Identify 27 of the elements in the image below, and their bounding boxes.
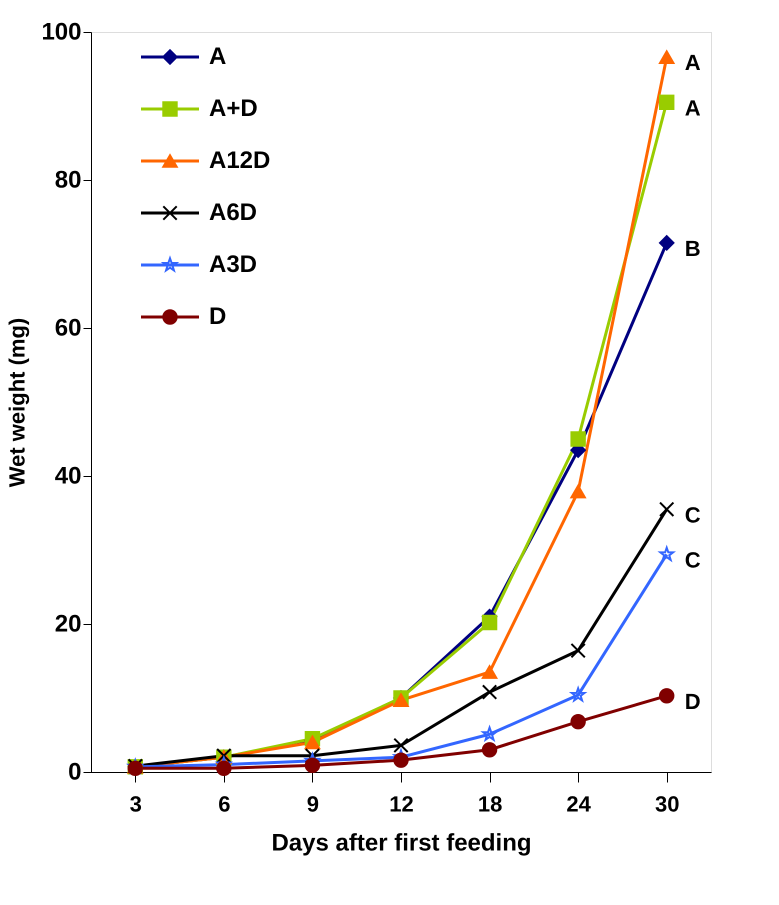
x-tick-label: 9 xyxy=(306,792,320,816)
annotation: D xyxy=(684,688,701,714)
y-tick-label: 80 xyxy=(54,166,82,194)
annotation: C xyxy=(684,547,701,572)
annotation: A xyxy=(684,50,701,76)
x-tick-label: 3 xyxy=(130,792,142,816)
x-tick-label: 30 xyxy=(654,792,680,816)
legend-label: A xyxy=(209,43,226,70)
legend-label: D xyxy=(209,303,226,330)
x-axis-title: Days after first feeding xyxy=(271,830,532,856)
legend-label: A6D xyxy=(209,199,258,226)
legend-label: A3D xyxy=(209,251,258,278)
y-tick-label: 100 xyxy=(41,18,82,46)
annotation: C xyxy=(684,502,701,528)
x-tick-label: 18 xyxy=(478,792,502,816)
annotation: A xyxy=(684,95,701,120)
x-tick-label: 12 xyxy=(389,792,414,816)
x-tick-label: 24 xyxy=(566,792,592,816)
y-tick-label: 60 xyxy=(54,314,82,342)
y-axis-title: Wet weight (mg) xyxy=(4,318,30,488)
y-tick-label: 40 xyxy=(54,462,82,490)
y-tick-label: 20 xyxy=(54,610,82,638)
legend-label: A+D xyxy=(209,95,258,122)
annotation: B xyxy=(684,236,701,261)
x-tick-label: 6 xyxy=(218,792,230,816)
y-tick-label: 0 xyxy=(68,758,82,786)
legend-label: A12D xyxy=(209,147,270,174)
